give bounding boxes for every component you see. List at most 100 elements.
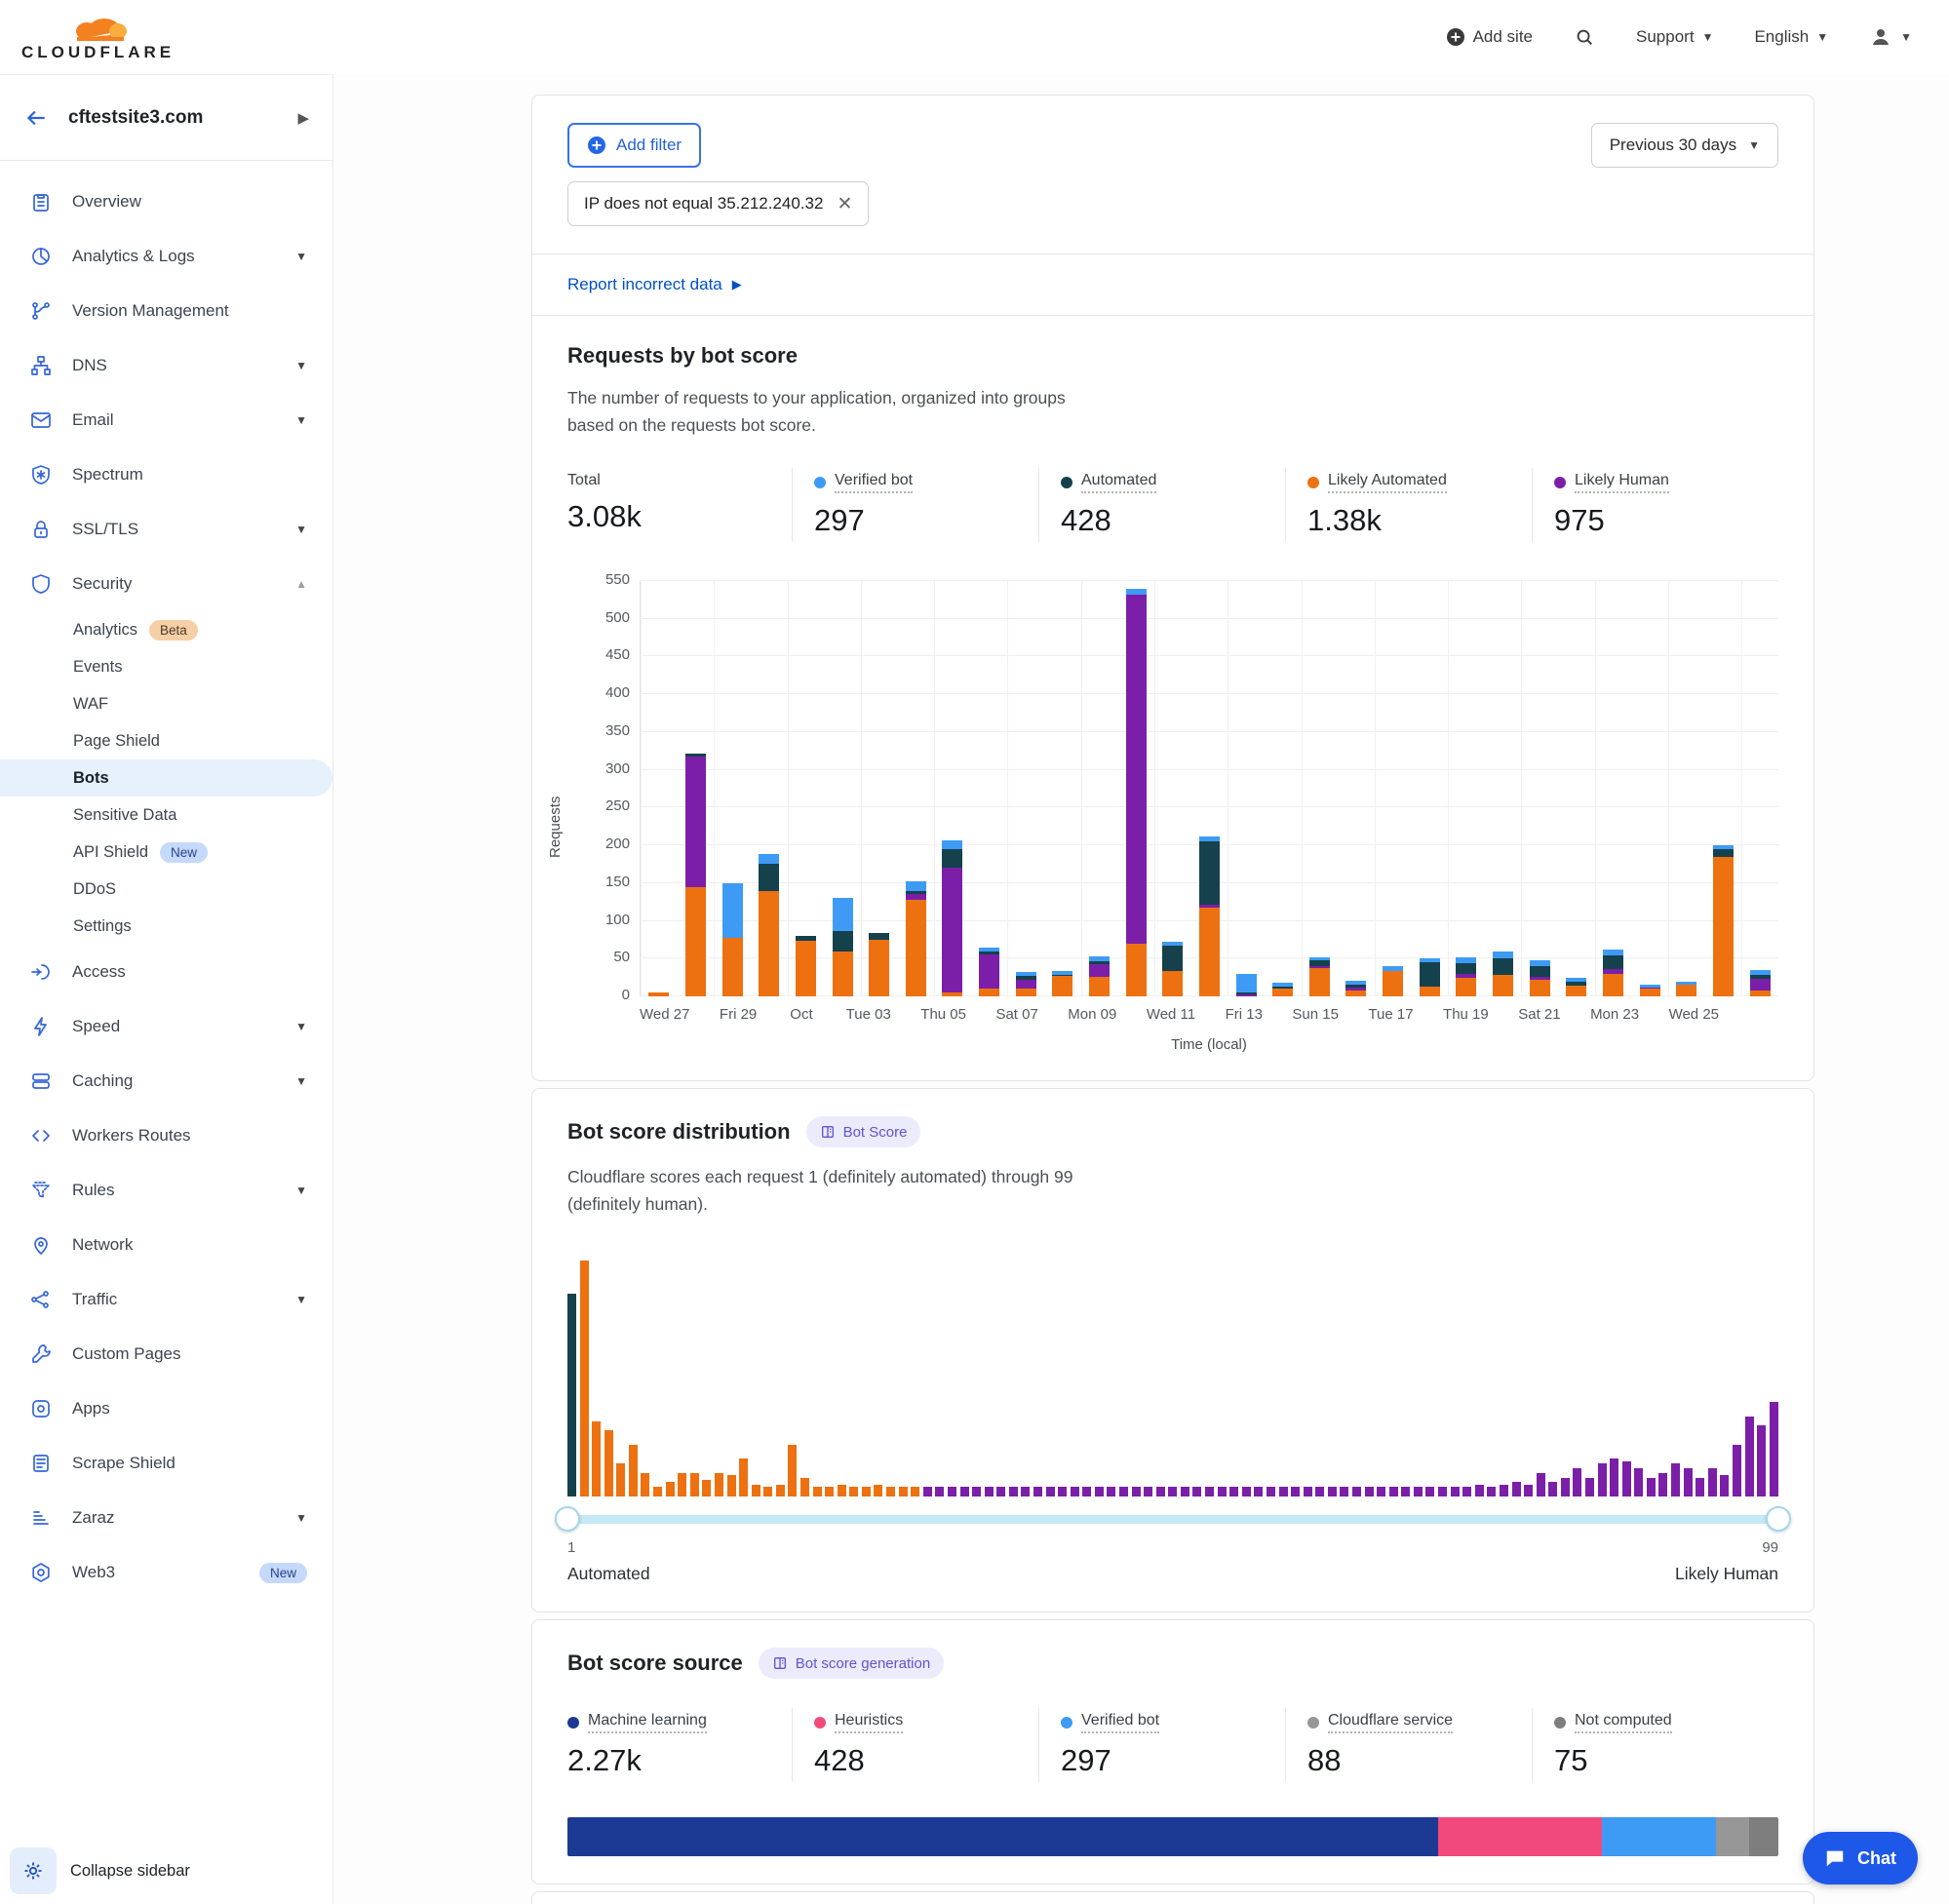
back-arrow-icon[interactable] bbox=[23, 105, 49, 131]
sidebar-item-workers-routes[interactable]: Workers Routes bbox=[0, 1108, 332, 1163]
bar-segment-automated bbox=[832, 930, 853, 952]
support-menu[interactable]: Support ▼ bbox=[1636, 27, 1714, 46]
score-bar-98 bbox=[1757, 1425, 1767, 1496]
stat-label[interactable]: Verified bot bbox=[1061, 1712, 1160, 1733]
x-tick: Fri 13 bbox=[1225, 1006, 1263, 1023]
search-button[interactable] bbox=[1574, 26, 1595, 48]
source-stacked-bar bbox=[567, 1817, 1778, 1856]
stat-label[interactable]: Automated bbox=[1061, 472, 1157, 493]
bar-segment-likely-human bbox=[1198, 904, 1220, 908]
sidebar-item-email[interactable]: Email ▼ bbox=[0, 393, 332, 447]
bar-segment-likely-automated bbox=[1125, 943, 1147, 996]
gridline bbox=[641, 768, 1778, 770]
sidebar-item-ssl-tls[interactable]: SSL/TLS ▼ bbox=[0, 502, 332, 557]
score-bar-92 bbox=[1683, 1467, 1693, 1496]
remove-filter-icon[interactable]: ✕ bbox=[837, 193, 853, 214]
sidebar-item-overview[interactable]: Overview bbox=[0, 175, 332, 229]
chevron-right-icon[interactable]: ▶ bbox=[297, 109, 309, 127]
stat-value: 88 bbox=[1307, 1743, 1342, 1777]
slider-handle-min[interactable] bbox=[555, 1506, 580, 1532]
stat-label[interactable]: Not computed bbox=[1554, 1712, 1672, 1733]
sidebar: cftestsite3.com ▶ Overview Analytics & Lo… bbox=[0, 74, 333, 1904]
sidebar-subitem-ddos[interactable]: DDoS bbox=[0, 871, 332, 908]
plus-circle-icon bbox=[588, 136, 605, 154]
collapse-sidebar[interactable]: Collapse sidebar bbox=[10, 1847, 190, 1894]
bar-segment-verified-bot bbox=[1602, 950, 1623, 956]
gridline bbox=[1668, 581, 1670, 996]
sidebar-item-custom-pages[interactable]: Custom Pages bbox=[0, 1327, 332, 1381]
report-incorrect-data-link[interactable]: Report incorrect data ▶ bbox=[567, 275, 742, 293]
sidebar-item-speed[interactable]: Speed ▼ bbox=[0, 999, 332, 1054]
x-tick bbox=[757, 1006, 786, 1023]
bar-segment-likely-human bbox=[942, 868, 963, 993]
sidebar-item-rules[interactable]: Rules ▼ bbox=[0, 1163, 332, 1218]
sidebar-subitem-settings[interactable]: Settings bbox=[0, 908, 332, 945]
cloudflare-logo[interactable]: CLOUDFLARE bbox=[21, 12, 175, 62]
x-tick bbox=[1038, 1006, 1068, 1023]
sidebar-subitem-analytics[interactable]: Analytics Beta bbox=[0, 611, 332, 648]
x-tick: Thu 19 bbox=[1443, 1006, 1489, 1023]
sidebar-item-security[interactable]: Security ▲ bbox=[0, 557, 332, 611]
sidebar-subitem-page-shield[interactable]: Page Shield bbox=[0, 722, 332, 759]
gridline bbox=[641, 581, 642, 996]
sidebar-item-label: Apps bbox=[72, 1399, 110, 1418]
filter-chip[interactable]: IP does not equal 35.212.240.32 ✕ bbox=[567, 181, 870, 226]
stacked-bar-wed-04 bbox=[905, 881, 926, 996]
bar-segment-automated bbox=[1089, 960, 1110, 964]
stat-label[interactable]: Likely Human bbox=[1554, 472, 1669, 493]
sidebar-subitem-api-shield[interactable]: API Shield New bbox=[0, 834, 332, 871]
sidebar-subitem-events[interactable]: Events bbox=[0, 648, 332, 685]
sidebar-subitem-bots[interactable]: Bots bbox=[0, 759, 332, 797]
score-bar-55 bbox=[1229, 1487, 1239, 1496]
bar-slot bbox=[678, 581, 715, 996]
stat-label[interactable]: Verified bot bbox=[814, 472, 914, 493]
sidebar-item-access[interactable]: Access bbox=[0, 945, 332, 999]
sidebar-subitem-waf[interactable]: WAF bbox=[0, 685, 332, 722]
sidebar-item-apps[interactable]: Apps bbox=[0, 1381, 332, 1436]
sidebar-item-analytics-logs[interactable]: Analytics & Logs ▼ bbox=[0, 229, 332, 284]
x-tick bbox=[966, 1006, 995, 1023]
sidebar-item-traffic[interactable]: Traffic ▼ bbox=[0, 1272, 332, 1327]
gridline bbox=[1374, 581, 1376, 996]
sidebar-item-web3[interactable]: Web3 New bbox=[0, 1545, 332, 1600]
add-filter-button[interactable]: Add filter bbox=[567, 123, 702, 168]
score-bar-70 bbox=[1413, 1487, 1423, 1496]
chat-button[interactable]: Chat bbox=[1803, 1832, 1918, 1885]
account-menu[interactable]: ▼ bbox=[1869, 25, 1912, 49]
bot-score-generation-pill[interactable]: Bot score generation bbox=[758, 1648, 945, 1679]
stat-cloudflare-service: Cloudflare service 88 bbox=[1285, 1708, 1532, 1782]
date-range-select[interactable]: Previous 30 days ▼ bbox=[1590, 123, 1778, 168]
sidebar-item-zaraz[interactable]: Zaraz ▼ bbox=[0, 1491, 332, 1545]
y-tick: 300 bbox=[604, 759, 630, 777]
sidebar-item-dns[interactable]: DNS ▼ bbox=[0, 338, 332, 393]
filter-bar: Add filter IP does not equal 35.212.240.… bbox=[532, 96, 1813, 253]
bar-slot bbox=[861, 581, 898, 996]
stat-label[interactable]: Machine learning bbox=[567, 1712, 707, 1733]
sidebar-item-version-management[interactable]: Version Management bbox=[0, 284, 332, 338]
sidebar-item-spectrum[interactable]: Spectrum bbox=[0, 447, 332, 502]
stacked-bar-sun-08 bbox=[1052, 971, 1073, 996]
gridline bbox=[1154, 581, 1156, 996]
sidebar-subitem-sensitive-data[interactable]: Sensitive Data bbox=[0, 797, 332, 834]
add-site-button[interactable]: Add site bbox=[1446, 27, 1533, 47]
sidebar-item-label: Scrape Shield bbox=[72, 1454, 175, 1472]
sidebar-item-caching[interactable]: Caching ▼ bbox=[0, 1054, 332, 1108]
source-segment-not-computed bbox=[1749, 1817, 1778, 1856]
slider-track[interactable] bbox=[567, 1515, 1778, 1524]
stat-label[interactable]: Cloudflare service bbox=[1307, 1712, 1454, 1733]
slider-handle-max[interactable] bbox=[1766, 1506, 1791, 1532]
score-bar-83 bbox=[1573, 1467, 1582, 1496]
stat-label[interactable]: Heuristics bbox=[814, 1712, 904, 1733]
gear-icon[interactable] bbox=[10, 1847, 57, 1894]
gridline bbox=[787, 581, 789, 996]
score-bar-19 bbox=[788, 1444, 798, 1496]
stat-label[interactable]: Likely Automated bbox=[1307, 472, 1447, 493]
x-tick: Thu 05 bbox=[920, 1006, 966, 1023]
bot-score-doc-pill[interactable]: Bot Score bbox=[805, 1116, 921, 1147]
sidebar-item-scrape-shield[interactable]: Scrape Shield bbox=[0, 1436, 332, 1491]
language-menu[interactable]: English ▼ bbox=[1754, 27, 1829, 46]
score-bar-82 bbox=[1560, 1477, 1570, 1496]
sidebar-item-network[interactable]: Network bbox=[0, 1218, 332, 1272]
bar-slot bbox=[1411, 581, 1448, 996]
site-selector[interactable]: cftestsite3.com ▶ bbox=[0, 75, 332, 161]
